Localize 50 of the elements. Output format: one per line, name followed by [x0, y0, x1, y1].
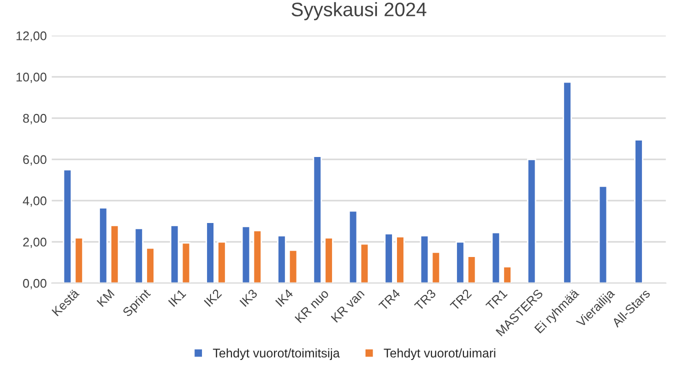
bar	[170, 224, 180, 284]
bar	[134, 228, 144, 284]
bar	[110, 224, 120, 284]
bar	[562, 81, 572, 284]
x-tick-label: IK3	[239, 288, 258, 307]
bar	[526, 158, 536, 284]
bar	[348, 210, 358, 284]
bar	[456, 241, 465, 284]
x-tick-label: IK1	[168, 288, 186, 307]
bar	[74, 237, 84, 284]
bar	[181, 242, 191, 284]
x-tick-label: KR nuo	[294, 288, 330, 324]
bar	[431, 251, 441, 284]
x-tick-label: TR4	[378, 288, 401, 311]
bar	[324, 237, 334, 284]
bar	[396, 236, 405, 284]
bar	[146, 247, 155, 284]
bar	[206, 222, 215, 284]
bar	[98, 207, 108, 284]
legend-label: Tehdyt vuorot/toimitsija	[212, 348, 340, 360]
bar	[420, 234, 430, 284]
y-tick-label: 4,00	[22, 196, 46, 207]
bar	[288, 249, 298, 284]
x-tick-label: IK2	[204, 288, 222, 307]
y-tick-label: 8,00	[23, 114, 46, 124]
x-tick-label: IK4	[275, 288, 294, 307]
bar	[634, 139, 644, 284]
bar	[217, 241, 226, 284]
bar	[360, 243, 370, 284]
x-tick-label: TR2	[450, 288, 472, 311]
y-tick-label: 12,00	[16, 31, 46, 42]
bar	[502, 266, 512, 284]
bar	[241, 226, 251, 284]
bar	[598, 185, 608, 284]
x-tick-label: KR van	[330, 288, 365, 323]
x-tick-label: TR3	[414, 288, 436, 311]
bar	[384, 232, 394, 284]
legend-label: Tehdyt vuorot/uimari	[384, 348, 496, 360]
bar	[62, 168, 72, 284]
bar	[312, 156, 322, 284]
bar	[491, 232, 501, 284]
chart-title: Syyskausi 2024	[292, 2, 426, 20]
bar	[467, 256, 476, 284]
x-tick-label: KM	[96, 289, 115, 307]
y-tick-label: 10,00	[16, 72, 46, 84]
bar	[252, 230, 262, 284]
bar	[277, 234, 286, 284]
y-tick-label: 6,00	[23, 155, 46, 166]
y-tick-label: 0,00	[23, 278, 46, 290]
y-tick-label: 2,00	[23, 238, 46, 248]
